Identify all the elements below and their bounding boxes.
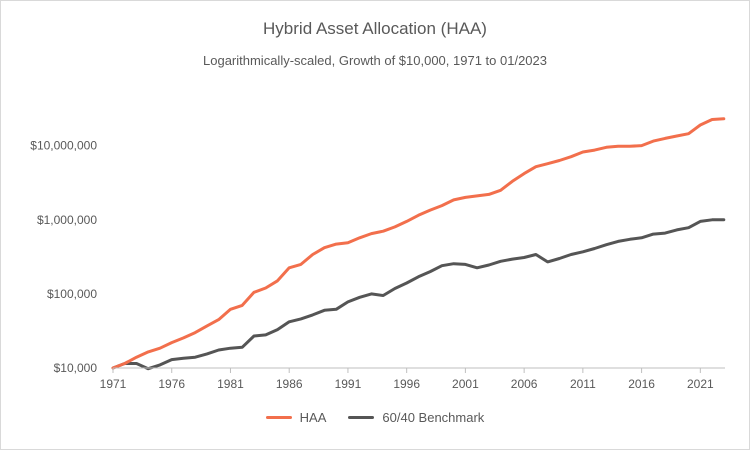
legend-item-benchmark: 60/40 Benchmark <box>348 410 484 425</box>
x-tick-label: 1991 <box>335 377 362 391</box>
x-tick-label: 2006 <box>511 377 538 391</box>
chart-subtitle: Logarithmically-scaled, Growth of $10,00… <box>203 53 547 68</box>
series-line-haa <box>111 117 726 370</box>
axes-group: 1971 1976 1981 1986 1991 1996 2001 2006 2011 2016… <box>30 139 725 391</box>
x-tick-label: 1981 <box>217 377 244 391</box>
x-tick-label: 1971 <box>100 377 127 391</box>
y-tick-label: $100,000 <box>47 287 97 301</box>
x-tick-label: 2021 <box>687 377 714 391</box>
x-tick-label: 1976 <box>158 377 185 391</box>
series-line-benchmark <box>111 218 726 371</box>
y-tick-label: $10,000 <box>54 361 98 375</box>
y-tick-label: $1,000,000 <box>37 213 97 227</box>
legend-label-haa: HAA <box>299 410 327 425</box>
legend-item-haa: HAA <box>265 410 327 425</box>
series-group <box>111 117 726 371</box>
legend-swatch-benchmark <box>348 416 375 419</box>
x-tick-label: 1996 <box>393 377 420 391</box>
x-tick-label: 2011 <box>570 377 596 391</box>
x-tick-label: 2001 <box>452 377 479 391</box>
y-tick-label: $10,000,000 <box>30 139 97 153</box>
legend: HAA 60/40 Benchmark <box>1 410 749 425</box>
legend-label-benchmark: 60/40 Benchmark <box>382 410 485 425</box>
chart-title: Hybrid Asset Allocation (HAA) <box>263 19 487 38</box>
legend-swatch-haa <box>265 416 292 419</box>
x-tick-label: 1986 <box>276 377 303 391</box>
x-tick-label: 2016 <box>628 377 655 391</box>
